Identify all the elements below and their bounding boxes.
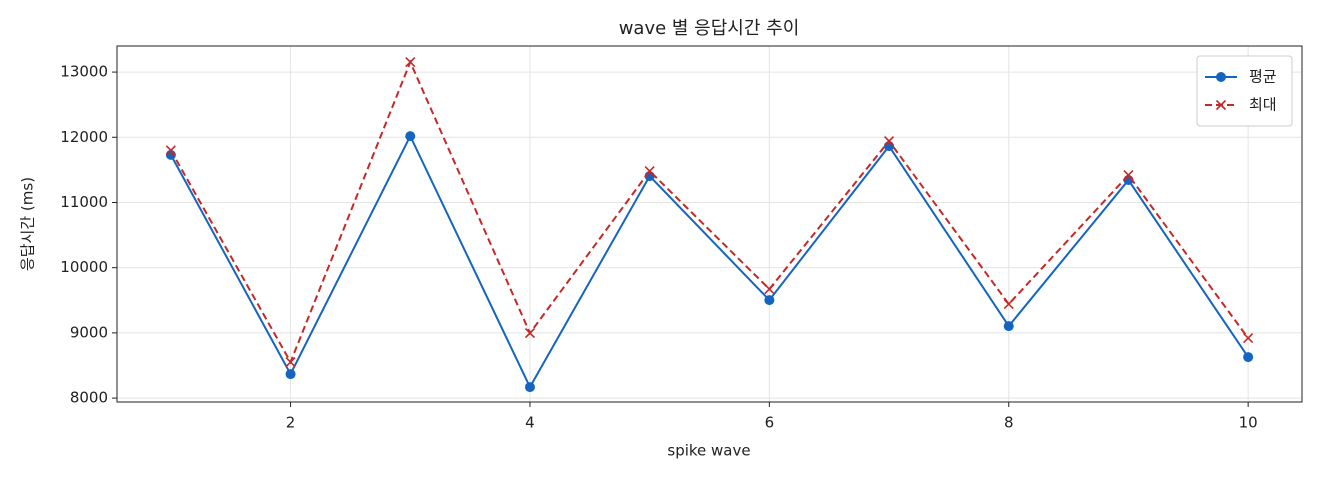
point-marker [644,165,655,177]
point-marker [764,295,775,306]
point-marker [1243,333,1254,344]
y-tick-label: 8000 [70,389,108,407]
y-tick-label: 10000 [60,258,108,276]
legend-label: 최대 [1249,96,1277,114]
point-marker [1216,72,1226,82]
point-marker [764,284,775,295]
point-marker [1003,321,1014,332]
point-marker [1215,99,1227,111]
point-marker [165,145,176,156]
legend-label: 평균 [1249,68,1277,86]
x-tick-label: 6 [765,414,775,432]
y-axis-label: 응답시간 (ms) [19,177,37,271]
point-marker [1243,352,1254,363]
legend-box [1196,55,1293,127]
x-tick-label: 2 [286,414,296,432]
x-tick-label: 4 [525,414,535,432]
plot-frame [116,45,1303,403]
point-marker [524,328,536,339]
y-tick-label: 13000 [60,63,108,81]
point-marker [285,357,296,368]
point-marker [883,135,895,147]
y-tick-label: 11000 [60,193,108,211]
x-tick-label: 8 [1004,414,1014,432]
y-tick-label: 9000 [70,323,108,341]
series-line [169,59,1249,365]
point-marker [285,369,296,380]
point-marker [405,131,416,142]
y-tick-label: 12000 [60,128,108,146]
x-tick-label: 10 [1239,414,1258,432]
point-marker [405,57,416,68]
series-line [169,133,1249,390]
point-marker [1003,299,1014,310]
point-marker [1123,170,1134,181]
chart-title: wave 별 응답시간 추이 [619,18,800,39]
x-axis-label: spike wave [667,442,750,460]
point-marker [524,382,535,393]
